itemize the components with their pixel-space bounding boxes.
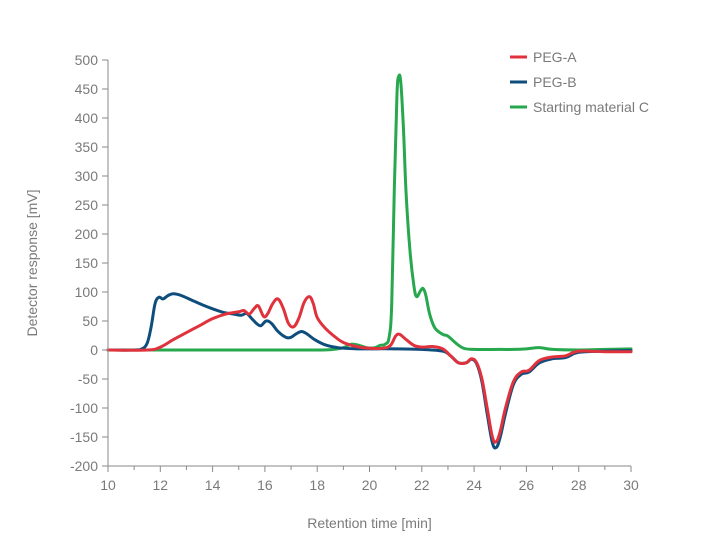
y-tick-label: 100 bbox=[75, 284, 99, 300]
y-tick-label: -50 bbox=[78, 371, 98, 387]
y-tick-label: 0 bbox=[90, 342, 98, 358]
y-tick-label: 50 bbox=[82, 313, 98, 329]
x-tick-label: 28 bbox=[571, 477, 587, 493]
axes: 500450400350300250200150100500-50-100-15… bbox=[70, 52, 639, 493]
y-tick-label: 400 bbox=[75, 110, 99, 126]
x-tick-label: 10 bbox=[100, 477, 116, 493]
legend-label-starting-material-c: Starting material C bbox=[533, 99, 649, 115]
x-tick-label: 18 bbox=[309, 477, 325, 493]
y-tick-label: 250 bbox=[75, 197, 99, 213]
legend-label-peg-a: PEG-A bbox=[533, 49, 577, 65]
y-tick-label: 300 bbox=[75, 168, 99, 184]
y-tick-label: 350 bbox=[75, 139, 99, 155]
y-tick-label: 200 bbox=[75, 226, 99, 242]
x-tick-label: 24 bbox=[466, 477, 482, 493]
x-tick-label: 26 bbox=[519, 477, 535, 493]
y-tick-label: 450 bbox=[75, 81, 99, 97]
y-tick-label: -150 bbox=[70, 429, 98, 445]
y-tick-label: 500 bbox=[75, 52, 99, 68]
y-tick-label: -200 bbox=[70, 458, 98, 474]
series-line-peg-a bbox=[106, 295, 633, 444]
y-tick-label: 150 bbox=[75, 255, 99, 271]
legend-label-peg-b: PEG-B bbox=[533, 74, 577, 90]
x-tick-label: 22 bbox=[414, 477, 430, 493]
y-axis-title: Detector response [mV] bbox=[24, 189, 40, 336]
x-tick-label: 20 bbox=[362, 477, 378, 493]
x-tick-label: 14 bbox=[205, 477, 221, 493]
series-line-starting-material-c bbox=[106, 73, 633, 352]
x-tick-label: 30 bbox=[623, 477, 639, 493]
plot-area bbox=[106, 73, 633, 450]
y-tick-label: -100 bbox=[70, 400, 98, 416]
x-tick-label: 16 bbox=[257, 477, 273, 493]
x-tick-label: 12 bbox=[153, 477, 169, 493]
x-axis-title: Retention time [min] bbox=[307, 515, 432, 531]
series-line-peg-b bbox=[106, 292, 633, 450]
legend: PEG-A PEG-B Starting material C bbox=[510, 49, 649, 115]
